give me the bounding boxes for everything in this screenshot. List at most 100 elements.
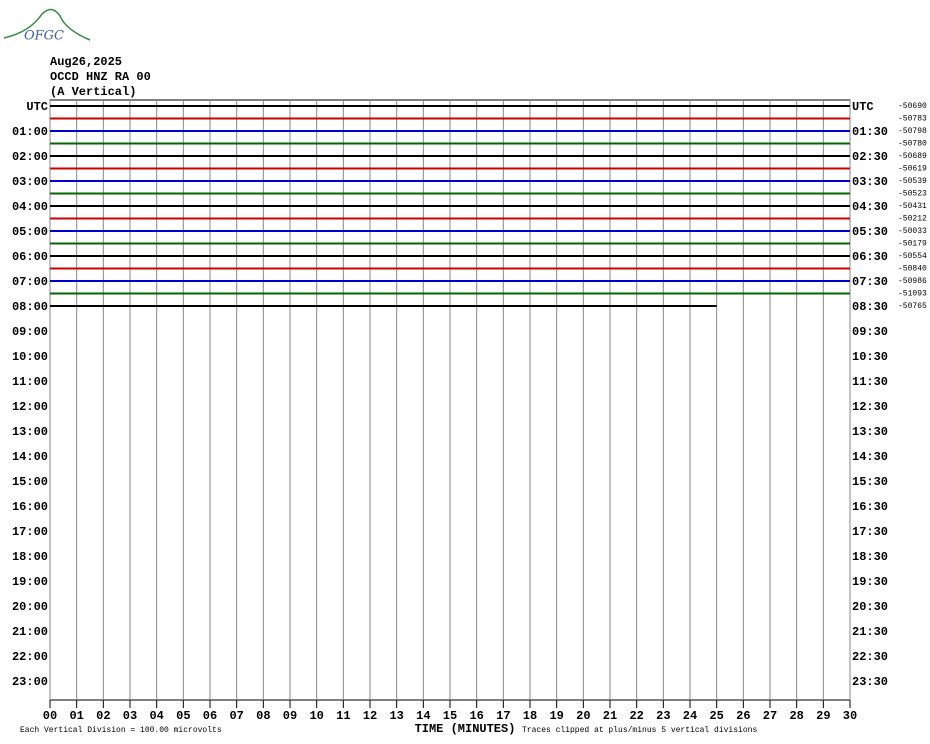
x-tick-label: 09 — [283, 709, 297, 723]
row-label-right: 08:30 — [852, 300, 888, 314]
trace-offset-label: -51093 — [898, 290, 927, 299]
title-line: (A Vertical) — [50, 85, 136, 99]
x-tick-label: 29 — [816, 709, 830, 723]
row-label-left: 14:00 — [12, 450, 48, 464]
title-line: Aug26,2025 — [50, 55, 122, 69]
x-tick-label: 28 — [789, 709, 803, 723]
row-label-left: 07:00 — [12, 275, 48, 289]
trace-offset-label: -50033 — [898, 227, 927, 236]
row-label-left: 18:00 — [12, 550, 48, 564]
row-label-left: 22:00 — [12, 650, 48, 664]
trace-offset-label: -50780 — [898, 140, 927, 149]
x-tick-label: 05 — [176, 709, 190, 723]
trace-offset-label: -50212 — [898, 215, 927, 224]
row-label-right: 07:30 — [852, 275, 888, 289]
x-tick-label: 30 — [843, 709, 857, 723]
x-tick-label: 06 — [203, 709, 217, 723]
row-label-left: 23:00 — [12, 675, 48, 689]
trace-offset-label: -50783 — [898, 115, 927, 124]
logo: OFGC — [24, 29, 64, 44]
row-label-right: 23:30 — [852, 675, 888, 689]
row-label-left: 12:00 — [12, 400, 48, 414]
trace-offset-label: -50840 — [898, 265, 927, 274]
row-label-left: 16:00 — [12, 500, 48, 514]
x-tick-label: 24 — [683, 709, 697, 723]
x-tick-label: 13 — [389, 709, 403, 723]
trace-offset-label: -50689 — [898, 152, 927, 161]
row-label-left: 21:00 — [12, 625, 48, 639]
row-label-right: 21:30 — [852, 625, 888, 639]
row-label-right: 16:30 — [852, 500, 888, 514]
row-label-right: 01:30 — [852, 125, 888, 139]
x-tick-label: 26 — [736, 709, 750, 723]
x-tick-label: 27 — [763, 709, 777, 723]
x-tick-label: 25 — [709, 709, 723, 723]
row-label-right: 05:30 — [852, 225, 888, 239]
x-tick-label: 12 — [363, 709, 377, 723]
row-label-left: 09:00 — [12, 325, 48, 339]
trace-offset-label: -50765 — [898, 302, 927, 311]
x-tick-label: 18 — [523, 709, 537, 723]
x-axis-label: TIME (MINUTES) — [415, 722, 516, 736]
row-label-left: 08:00 — [12, 300, 48, 314]
row-label-right: 14:30 — [852, 450, 888, 464]
row-label-right: 11:30 — [852, 375, 888, 389]
trace-offset-label: -50690 — [898, 102, 927, 111]
row-label-right: 15:30 — [852, 475, 888, 489]
row-label-left: 03:00 — [12, 175, 48, 189]
x-tick-label: 01 — [69, 709, 83, 723]
trace-offset-label: -50431 — [898, 202, 927, 211]
trace-offset-label: -50798 — [898, 127, 927, 136]
row-label-right: 06:30 — [852, 250, 888, 264]
row-label-right: 09:30 — [852, 325, 888, 339]
x-tick-label: 02 — [96, 709, 110, 723]
x-tick-label: 20 — [576, 709, 590, 723]
row-label-left: 02:00 — [12, 150, 48, 164]
row-label-right: 19:30 — [852, 575, 888, 589]
row-label-right: 02:30 — [852, 150, 888, 164]
x-tick-label: 14 — [416, 709, 430, 723]
x-tick-label: 10 — [309, 709, 323, 723]
x-tick-label: 19 — [549, 709, 563, 723]
row-label-left: 04:00 — [12, 200, 48, 214]
row-label-left: 11:00 — [12, 375, 48, 389]
x-tick-label: 04 — [149, 709, 163, 723]
row-label-right: 17:30 — [852, 525, 888, 539]
row-label-right: 22:30 — [852, 650, 888, 664]
trace-offset-label: -50179 — [898, 240, 927, 249]
x-tick-label: 22 — [629, 709, 643, 723]
x-tick-label: 11 — [336, 709, 350, 723]
row-label-left: 20:00 — [12, 600, 48, 614]
row-label-right: 13:30 — [852, 425, 888, 439]
row-label-right: 03:30 — [852, 175, 888, 189]
x-tick-label: 15 — [443, 709, 457, 723]
row-label-left: 05:00 — [12, 225, 48, 239]
row-label-right: 04:30 — [852, 200, 888, 214]
trace-offset-label: -50539 — [898, 177, 927, 186]
trace-offset-label: -50619 — [898, 165, 927, 174]
x-tick-label: 03 — [123, 709, 137, 723]
trace-offset-label: -50554 — [898, 252, 927, 261]
trace-offset-label: -50523 — [898, 190, 927, 199]
row-label-right: 10:30 — [852, 350, 888, 364]
x-tick-label: 08 — [256, 709, 270, 723]
row-label-left: UTC — [26, 100, 48, 114]
x-tick-label: 07 — [229, 709, 243, 723]
row-label-left: 01:00 — [12, 125, 48, 139]
trace-offset-label: -50986 — [898, 277, 927, 286]
row-label-right: 12:30 — [852, 400, 888, 414]
row-label-left: 06:00 — [12, 250, 48, 264]
logo-curve — [3, 8, 91, 41]
row-label-left: 10:00 — [12, 350, 48, 364]
row-label-right: 20:30 — [852, 600, 888, 614]
row-label-left: 13:00 — [12, 425, 48, 439]
x-tick-label: 23 — [656, 709, 670, 723]
row-label-left: 15:00 — [12, 475, 48, 489]
row-label-right: 18:30 — [852, 550, 888, 564]
x-tick-label: 17 — [496, 709, 510, 723]
x-tick-label: 00 — [43, 709, 57, 723]
note-left: Each Vertical Division = 100.00 microvol… — [20, 726, 222, 735]
x-tick-label: 16 — [469, 709, 483, 723]
x-tick-label: 21 — [603, 709, 617, 723]
